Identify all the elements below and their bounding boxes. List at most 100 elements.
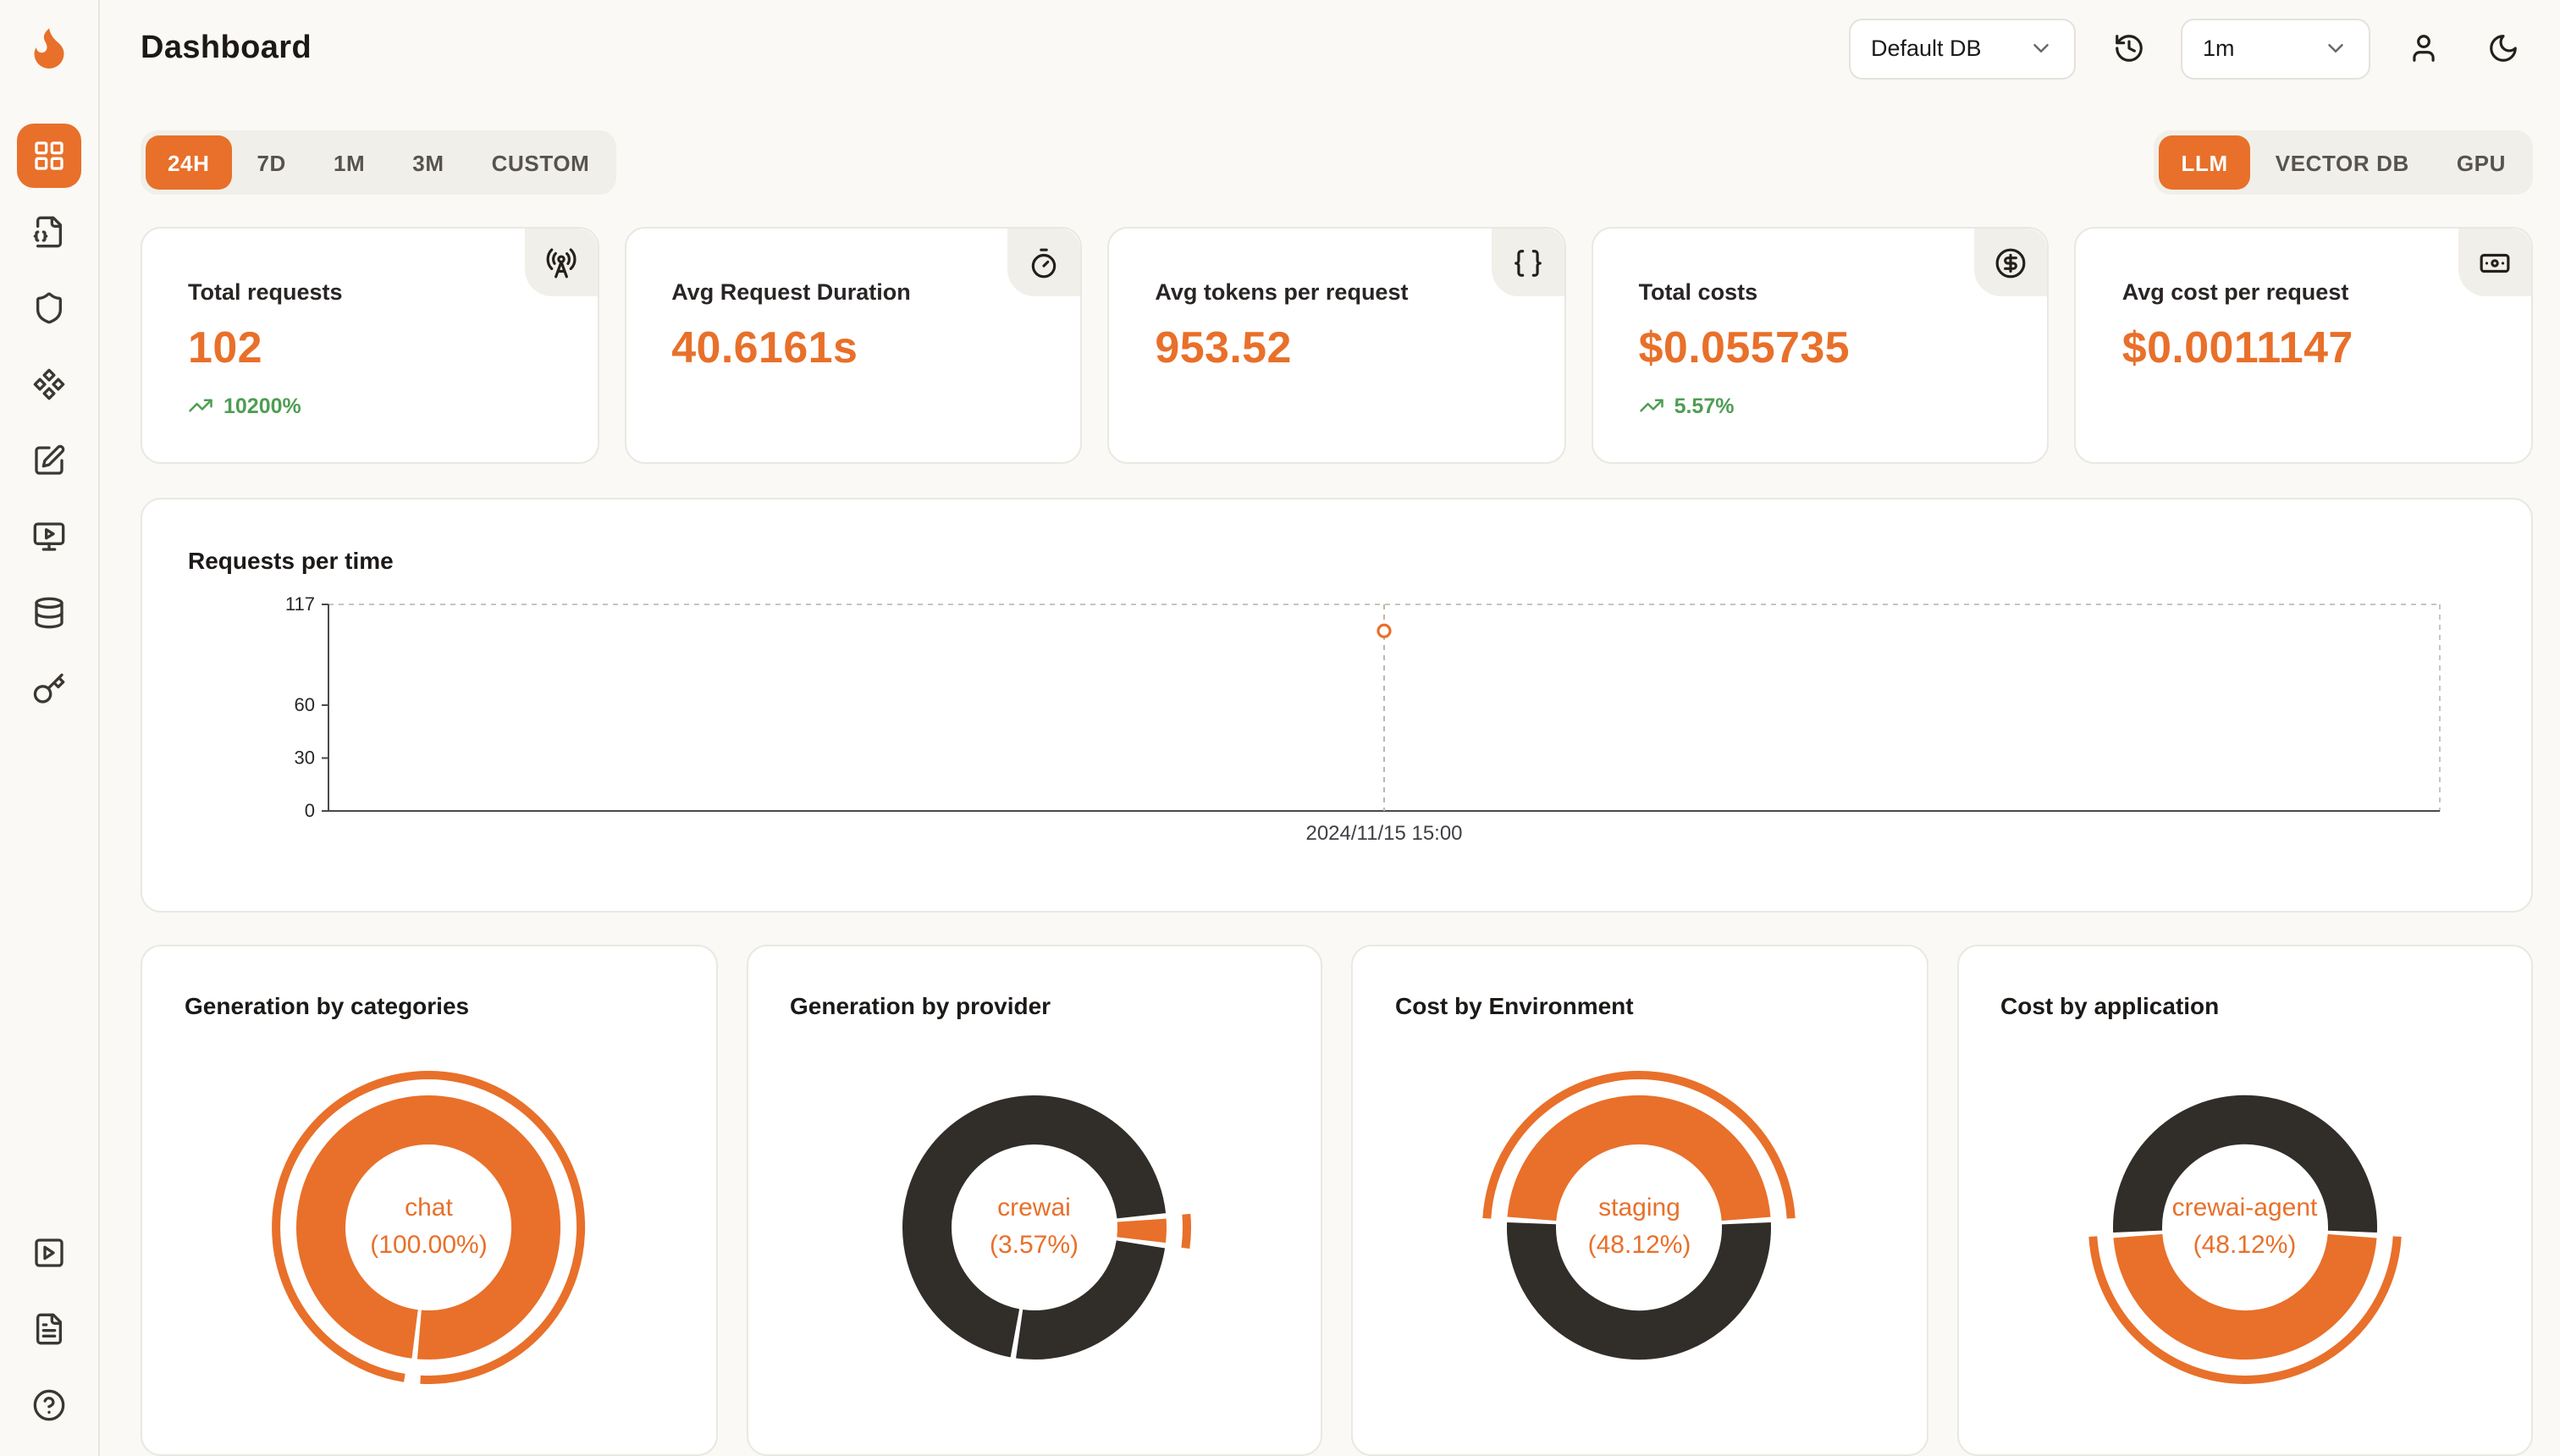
stat-label: Avg tokens per request — [1155, 279, 1409, 305]
svg-text:60: 60 — [295, 694, 315, 715]
donut-ring — [2088, 1095, 2402, 1384]
refresh-history-button[interactable] — [2101, 21, 2155, 75]
stat-label: Total requests — [188, 279, 343, 305]
app-logo-flame-icon[interactable] — [24, 22, 74, 73]
sidebar-item-dashboard[interactable] — [17, 124, 81, 188]
donut-ring — [902, 1095, 1191, 1359]
chart-title: Generation by categories — [185, 992, 470, 1019]
sidebar-item-prompts[interactable] — [17, 428, 81, 493]
database-icon — [35, 597, 63, 629]
filters-toolbar: 24H 7D 1M 3M CUSTOM LLM VECTOR DB GPU — [141, 130, 2533, 195]
main-content: 24H 7D 1M 3M CUSTOM LLM VECTOR DB GPU To… — [100, 97, 2560, 1456]
refresh-interval-value: 1m — [2203, 36, 2235, 61]
stat-value: $0.055735 — [1638, 322, 1850, 372]
sidebar-item-help[interactable] — [22, 1378, 76, 1432]
svg-text:0: 0 — [305, 800, 315, 821]
header-controls: Default DB 1m — [1849, 18, 2530, 79]
tab-vector-db[interactable]: VECTOR DB — [2275, 150, 2409, 175]
sidebar-item-playground[interactable] — [17, 505, 81, 569]
cost-by-application-card: Cost by application crewai-agent (48.12%… — [1956, 945, 2533, 1456]
stat-value: 953.52 — [1155, 322, 1292, 372]
stats-row: Total requests 102 10200% Avg Request Du… — [141, 227, 2533, 464]
stat-badge — [2458, 229, 2531, 296]
circle-dollar-icon — [1996, 247, 2027, 278]
stat-card-avg-cost: Avg cost per request $0.0011147 — [2074, 227, 2533, 464]
svg-text:2024/11/15 15:00: 2024/11/15 15:00 — [1305, 822, 1462, 845]
sidebar-item-api-keys[interactable] — [17, 657, 81, 721]
database-selector-value: Default DB — [1871, 36, 1982, 61]
user-profile-button[interactable] — [2396, 21, 2450, 75]
stat-value: 102 — [188, 322, 262, 372]
chart-title: Cost by Environment — [1395, 992, 1634, 1019]
banknote-icon — [2480, 252, 2510, 273]
square-play-icon — [35, 1238, 63, 1267]
tab-3m[interactable]: 3M — [412, 150, 444, 175]
sidebar — [0, 0, 100, 1456]
tab-1m[interactable]: 1M — [333, 150, 366, 175]
sidebar-item-databases[interactable] — [17, 581, 81, 645]
stat-label: Total costs — [1638, 279, 1758, 305]
timer-icon — [1032, 247, 1057, 278]
time-range-tabs: 24H 7D 1M 3M CUSTOM — [141, 130, 617, 195]
stat-value: 40.6161s — [671, 322, 858, 372]
donut-charts-row: Generation by categories chat (100.00%) … — [141, 945, 2533, 1456]
shield-icon — [36, 292, 63, 324]
square-pen-icon — [35, 444, 65, 475]
sidebar-item-exceptions[interactable] — [17, 276, 81, 340]
refresh-interval-selector[interactable]: 1m — [2181, 18, 2370, 79]
braces-icon — [1514, 249, 1542, 276]
component-icon — [33, 368, 65, 400]
stat-value: $0.0011147 — [2121, 322, 2353, 372]
layout-grid-icon — [35, 141, 63, 170]
tab-24h[interactable]: 24H — [146, 135, 232, 190]
svg-text:30: 30 — [295, 747, 315, 768]
database-selector[interactable]: Default DB — [1849, 18, 2076, 79]
donut-ring — [1482, 1071, 1796, 1360]
tab-gpu[interactable]: GPU — [2456, 150, 2506, 175]
stat-card-avg-tokens: Avg tokens per request 953.52 — [1107, 227, 1566, 464]
tab-llm[interactable]: LLM — [2159, 135, 2250, 190]
stat-delta: 10200% — [188, 393, 563, 418]
help-circle-icon — [33, 1389, 65, 1421]
stat-delta: 5.57% — [1639, 393, 2014, 418]
tab-custom[interactable]: CUSTOM — [491, 150, 590, 175]
requests-per-time-card: Requests per time 0 30 60 117 2024/11/15 15:… — [141, 498, 2533, 913]
tab-7d[interactable]: 7D — [257, 150, 286, 175]
user-icon — [2412, 35, 2434, 62]
monitor-play-icon — [33, 522, 65, 551]
stat-card-total-requests: Total requests 102 10200% — [141, 227, 599, 464]
sidebar-item-getting-started[interactable] — [22, 1226, 76, 1280]
chart-title: Requests per time — [188, 547, 394, 574]
sidebar-item-docs[interactable] — [22, 1302, 76, 1356]
stat-card-total-costs: Total costs $0.055735 5.57% — [1591, 227, 2050, 464]
sidebar-bottom-nav — [22, 1226, 76, 1432]
history-icon — [2115, 35, 2142, 62]
file-json-icon — [33, 216, 63, 248]
cost-by-environment-card: Cost by Environment staging (48.12%) — [1351, 945, 1928, 1456]
page-title: Dashboard — [141, 30, 312, 65]
key-icon — [33, 673, 65, 703]
dark-mode-toggle[interactable] — [2475, 21, 2530, 75]
moon-icon — [2489, 35, 2516, 62]
donut-chart: chat (100.00%) — [260, 1058, 599, 1397]
top-bar: Dashboard Default DB 1m — [100, 0, 2560, 97]
requests-line-chart: 0 30 60 117 2024/11/15 15:00 — [285, 593, 2441, 845]
generation-by-categories-card: Generation by categories chat (100.00%) — [141, 945, 717, 1456]
stat-delta-value: 5.57% — [1674, 394, 1735, 417]
stat-badge — [524, 229, 598, 296]
stat-badge — [1491, 229, 1564, 296]
svg-text:117: 117 — [285, 593, 315, 615]
donut-chart: crewai-agent (48.12%) — [2076, 1058, 2414, 1397]
stat-label: Avg Request Duration — [671, 279, 911, 305]
radio-tower-icon — [545, 247, 576, 278]
sidebar-item-vault[interactable] — [17, 352, 81, 416]
sidebar-item-requests[interactable] — [17, 200, 81, 264]
chart-title: Generation by provider — [790, 992, 1051, 1019]
stat-card-avg-duration: Avg Request Duration 40.6161s — [624, 227, 1083, 464]
generation-by-provider-card: Generation by provider crewai (3.57%) — [746, 945, 1322, 1456]
source-tabs: LLM VECTOR DB GPU — [2154, 130, 2533, 195]
trending-up-icon — [1639, 399, 1663, 412]
chart-title: Cost by application — [2000, 992, 2220, 1019]
stat-delta-value: 10200% — [223, 394, 301, 417]
